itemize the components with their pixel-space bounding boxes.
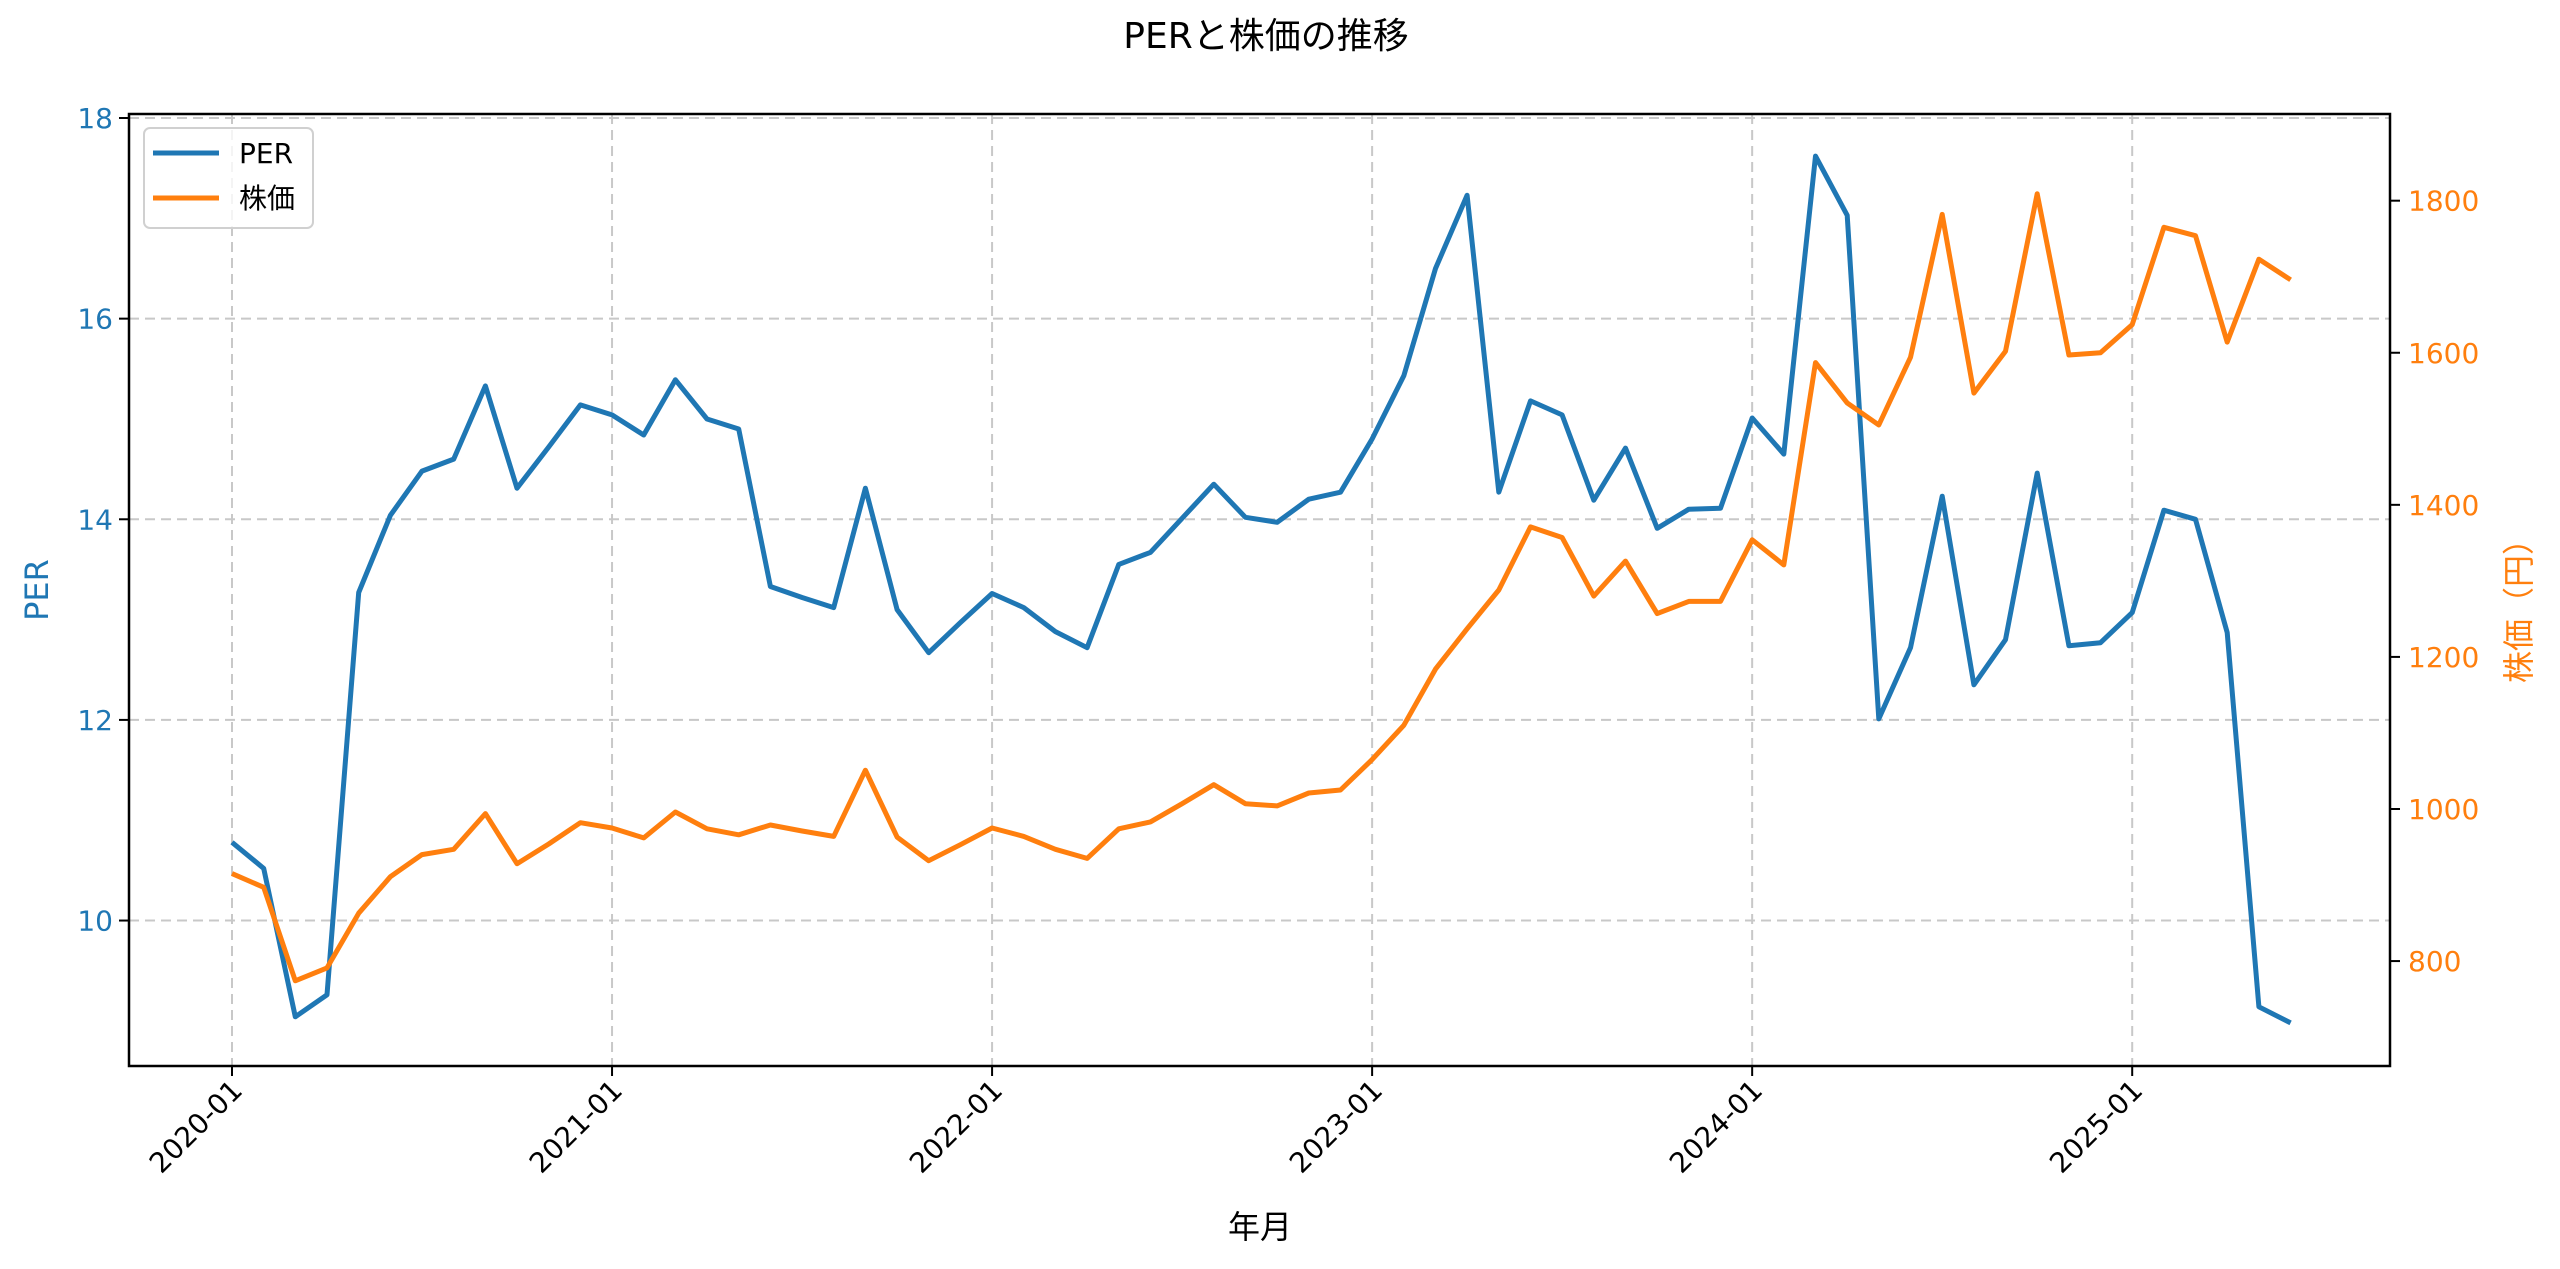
x-tick-label: 2021-01	[523, 1074, 629, 1180]
y-left-tick-label: 16	[77, 303, 113, 336]
y-right-tick-label: 800	[2408, 945, 2461, 978]
legend: PER 株価	[143, 127, 314, 229]
y-right-tick-label: 1600	[2408, 337, 2479, 370]
y-axis-left-label: PER	[18, 559, 56, 621]
y-left-tick-label: 10	[77, 905, 113, 938]
x-tick-label: 2024-01	[1663, 1074, 1769, 1180]
y-axis-right-ticks: 800 1000 1200 1400 1600 1800	[2390, 185, 2479, 978]
x-axis-ticks: 2020-01 2021-01 2022-01 2023-01 2024-01 2025-…	[143, 1066, 2149, 1180]
chart-title: PERと株価の推移	[1123, 16, 1408, 57]
y-right-tick-label: 1000	[2408, 793, 2479, 826]
x-tick-label: 2025-01	[2043, 1074, 2149, 1180]
y-axis-left-ticks: 10 12 14 16 18	[77, 102, 129, 938]
x-tick-label: 2023-01	[1283, 1074, 1389, 1180]
legend-per-label: PER	[239, 137, 293, 170]
y-right-tick-label: 1200	[2408, 641, 2479, 674]
y-left-tick-label: 18	[77, 102, 113, 135]
y-right-tick-label: 1800	[2408, 185, 2479, 218]
x-tick-label: 2020-01	[143, 1074, 249, 1180]
y-left-tick-label: 14	[77, 503, 113, 536]
legend-price-label: 株価	[239, 182, 295, 215]
x-tick-label: 2022-01	[903, 1074, 1009, 1180]
x-axis-label: 年月	[1228, 1208, 1292, 1246]
y-right-tick-label: 1400	[2408, 489, 2479, 522]
data-series	[230, 153, 2292, 1026]
plot-frame	[127, 112, 2392, 1068]
per-line	[230, 153, 2292, 1026]
y-axis-right-label: 株価（円）	[2500, 523, 2538, 683]
y-left-tick-label: 12	[77, 704, 113, 737]
gridlines	[129, 114, 2390, 1066]
price-line	[231, 191, 2292, 984]
